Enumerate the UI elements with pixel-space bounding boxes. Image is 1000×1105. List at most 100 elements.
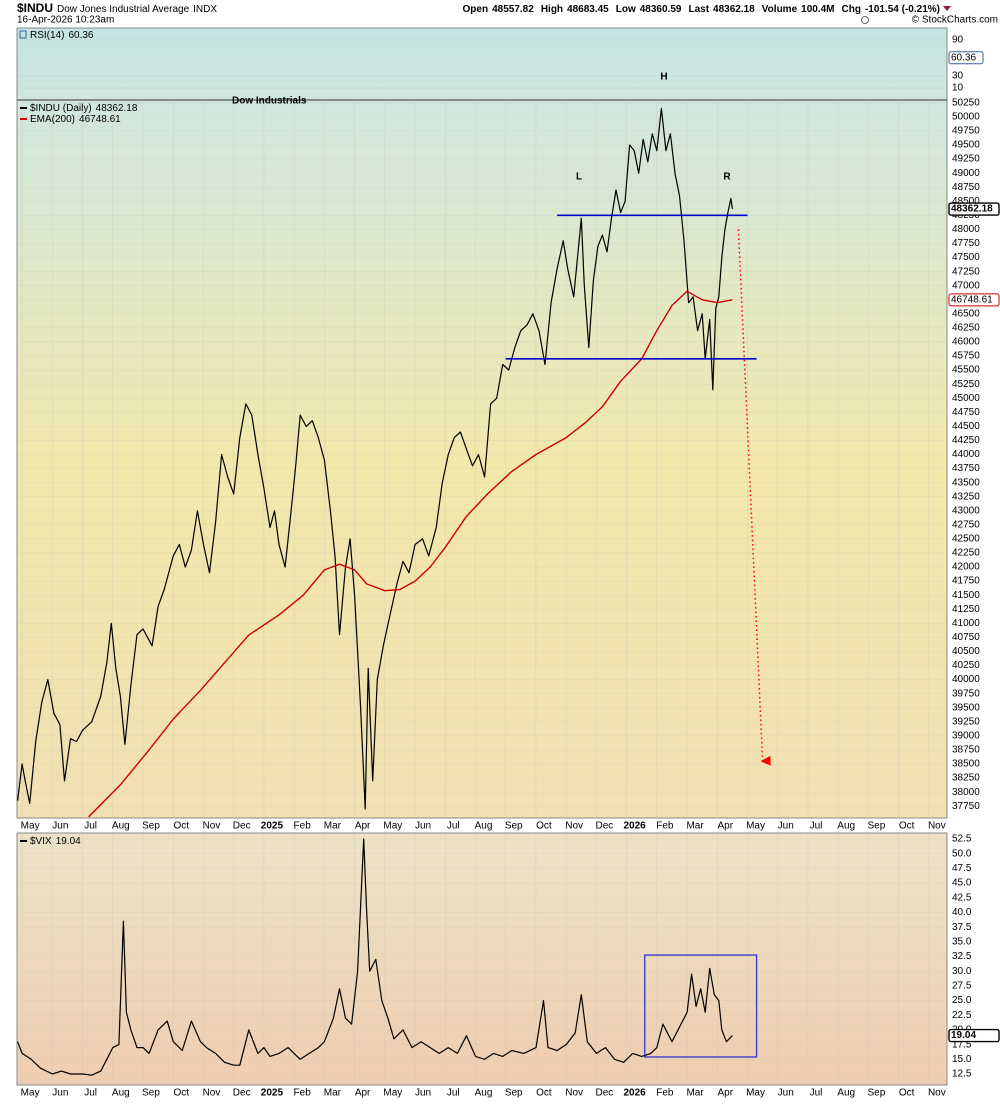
stat-value: 48360.59 [640,4,682,15]
y-tick-label: 45500 [952,365,980,376]
x-tick-label: 2025 [261,821,284,832]
y-tick-label: 44000 [952,449,980,460]
legend-name: EMA(200) [30,114,75,125]
x-tick-label: Aug [837,821,855,832]
x-tick-label: 2026 [623,821,646,832]
x-tick-label: May [21,1088,40,1099]
y-tick-label: 47250 [952,266,980,277]
indicator-icon [19,30,27,39]
source-icon [861,16,869,24]
value-tag-label: 19.04 [951,1030,976,1041]
y-tick-label: 43500 [952,477,980,488]
x-tick-label: Jun [415,821,431,832]
x-tick-label: Sep [142,821,160,832]
y-tick-label: 44500 [952,421,980,432]
x-tick-label: Nov [928,821,946,832]
x-tick-label: Jul [810,1088,823,1099]
y-tick-label: 38250 [952,773,980,784]
y-tick-label: 38750 [952,745,980,756]
exchange: INDX [193,4,217,15]
legend-value: 48362.18 [96,103,138,114]
x-tick-label: Mar [686,821,704,832]
stat-value: 48362.18 [713,4,755,15]
x-tick-label: Jul [810,821,823,832]
x-tick-label: Sep [142,1088,160,1099]
y-tick-label: 39750 [952,688,980,699]
x-tick-label: Jul [447,821,460,832]
y-tick-label: 47000 [952,280,980,291]
y-tick-label: 50250 [952,97,980,108]
x-tick-label: Jun [778,1088,794,1099]
y-tick-label: 38500 [952,759,980,770]
y-tick-label: 50.0 [952,848,972,859]
indicator-label: RSI(14) 60.36 [30,30,94,41]
y-tick-label: 46500 [952,308,980,319]
indicator-name: RSI(14) [30,30,64,41]
x-tick-label: Oct [899,1088,915,1099]
y-tick-label: 40500 [952,646,980,657]
stat-value: 100.4M [801,4,834,15]
y-tick-label: 48500 [952,196,980,207]
x-tick-label: Dec [233,821,251,832]
x-tick-label: Apr [718,1088,734,1099]
value-tag [948,293,1000,307]
price-panel [16,99,948,819]
y-tick-label: 39000 [952,730,980,741]
x-tick-label: May [21,821,40,832]
x-tick-label: Aug [112,1088,130,1099]
header-left: $INDU Dow Jones Industrial Average INDX [17,1,217,15]
y-tick-label: 39500 [952,702,980,713]
y-tick-label: 32.5 [952,951,972,962]
y-tick-label: 42750 [952,519,980,530]
series-line [88,290,733,818]
x-tick-label: Sep [868,1088,886,1099]
value-tag [948,1028,1000,1043]
symbol: $INDU [17,1,53,15]
y-tick-label: 49250 [952,154,980,165]
y-tick-label: 42500 [952,534,980,545]
x-tick-label: Aug [837,1088,855,1099]
series-line [17,107,733,810]
y-tick-label: 35.0 [952,936,972,947]
y-tick-label: 52.5 [952,834,972,845]
x-tick-label: Feb [656,1088,674,1099]
x-tick-label: Sep [505,821,523,832]
y-tick-label: 42000 [952,562,980,573]
x-tick-label: 2026 [623,1088,646,1099]
x-tick-label: Jun [415,1088,431,1099]
header-date: 16-Apr-2026 10:23am [17,15,114,26]
y-tick-label: 30.0 [952,966,972,977]
y-tick-label: 40000 [952,674,980,685]
x-tick-label: Dec [233,1088,251,1099]
x-tick-label: Feb [294,1088,312,1099]
y-tick-label: 38000 [952,787,980,798]
stat-value: 48557.82 [492,4,534,15]
x-tick-label: Aug [475,1088,493,1099]
y-tick-label: 41250 [952,604,980,615]
x-tick-label: Apr [718,821,734,832]
y-tick-label: 17.5 [952,1039,972,1050]
y-tick-label: 27.5 [952,981,972,992]
security-name: Dow Jones Industrial Average [57,4,190,15]
vix-panel [16,832,948,1086]
x-tick-label: May [383,821,402,832]
legend-name: $INDU (Daily) [30,103,92,114]
annotation: R [723,172,731,183]
down-arrow-icon [943,6,951,11]
x-tick-label: Aug [112,821,130,832]
x-tick-label: Feb [656,821,674,832]
x-tick-label: Jun [52,1088,68,1099]
x-tick-label: Feb [294,821,312,832]
stat-value: -101.54 (-0.21%) [865,4,940,15]
header-stats: Open 48557.82 High 48683.45 Low 48360.59 Last 4… [463,4,940,15]
y-tick-label: 49750 [952,126,980,137]
stat-label: Low [616,4,636,15]
legend-value: 46748.61 [79,114,121,125]
highlight-box [644,954,758,1058]
x-tick-label: May [746,1088,765,1099]
value-tag-label: 46748.61 [951,294,993,305]
y-tick-label: 41000 [952,618,980,629]
trend-line [737,229,771,766]
y-tick-label: 45250 [952,379,980,390]
legend-name: $VIX [30,836,52,847]
